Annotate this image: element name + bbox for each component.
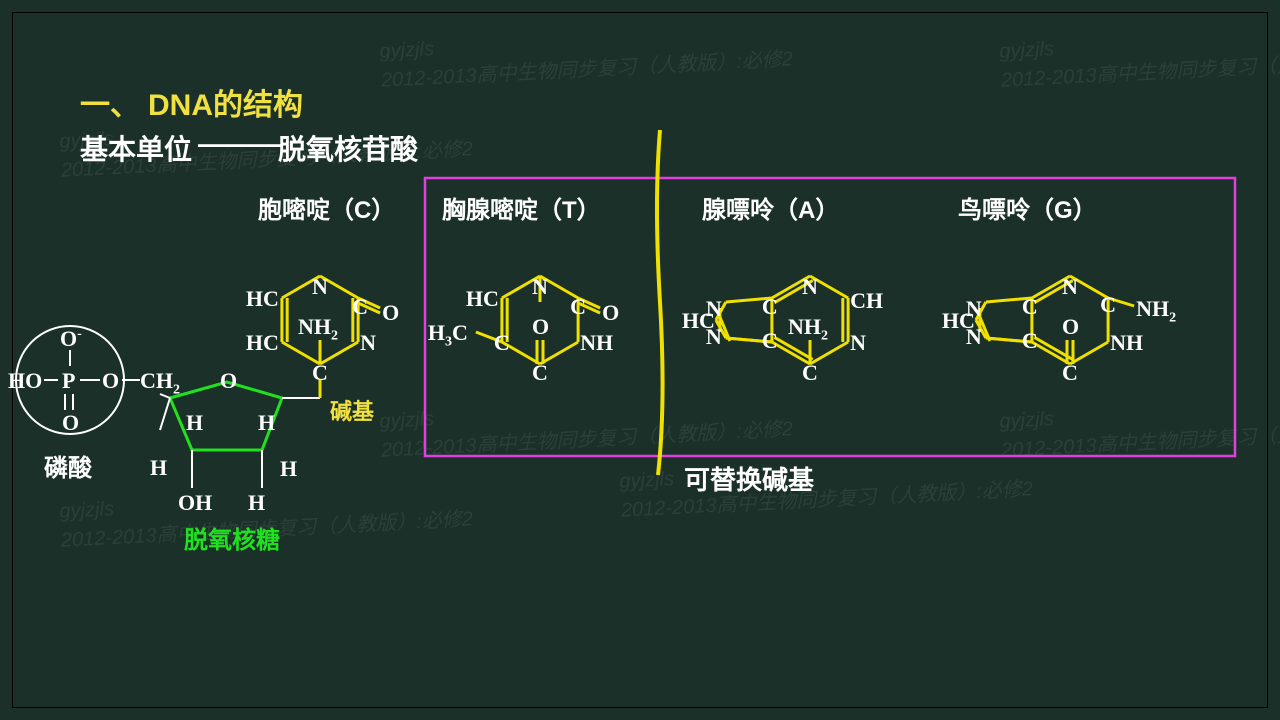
atom-label: C <box>1062 360 1078 386</box>
atom-label: N <box>1062 274 1078 300</box>
atom-label: H3C <box>428 320 468 350</box>
atom-label: P <box>62 368 75 394</box>
atom-label: H <box>258 410 275 436</box>
diagram-svg <box>0 0 1280 720</box>
atom-label: C <box>494 330 510 356</box>
atom-label: H <box>186 410 203 436</box>
atom-label: NH <box>580 330 613 356</box>
atom-label: C <box>762 328 778 354</box>
atom-label: O <box>220 368 237 394</box>
atom-label: HC <box>466 286 499 312</box>
atom-label: CH <box>850 288 883 314</box>
atom-label: O <box>1062 314 1079 340</box>
atom-label: H <box>248 490 265 516</box>
atom-label: C <box>802 360 818 386</box>
atom-label: C <box>312 360 328 386</box>
atom-label: N <box>312 274 328 300</box>
atom-label: O <box>602 300 619 326</box>
atom-label: N <box>532 274 548 300</box>
atom-label: O <box>62 410 79 436</box>
atom-label: C <box>1022 328 1038 354</box>
atom-label: O <box>532 314 549 340</box>
atom-label: OH <box>178 490 212 516</box>
atom-label: N <box>802 274 818 300</box>
atom-label: NH2 <box>788 314 828 344</box>
atom-label: NH2 <box>1136 296 1176 326</box>
atom-label: N <box>706 296 722 322</box>
atom-label: C <box>1022 294 1038 320</box>
atom-label: O <box>382 300 399 326</box>
atom-label: NH2 <box>298 314 338 344</box>
atom-label: N <box>966 296 982 322</box>
atom-label: CH2 <box>140 368 180 398</box>
atom-label: HC <box>246 286 279 312</box>
atom-label: C <box>570 294 586 320</box>
atom-label: C <box>1100 292 1116 318</box>
atom-label: H <box>280 456 297 482</box>
atom-label: HO <box>8 368 42 394</box>
atom-label: H <box>150 455 167 481</box>
atom-label: N <box>360 330 376 356</box>
atom-label: C <box>352 294 368 320</box>
atom-label: C <box>532 360 548 386</box>
atom-label: NH <box>1110 330 1143 356</box>
atom-label: HC <box>246 330 279 356</box>
atom-label: N <box>850 330 866 356</box>
atom-label: O <box>102 368 119 394</box>
atom-label: O- <box>60 326 82 352</box>
atom-label: C <box>762 294 778 320</box>
